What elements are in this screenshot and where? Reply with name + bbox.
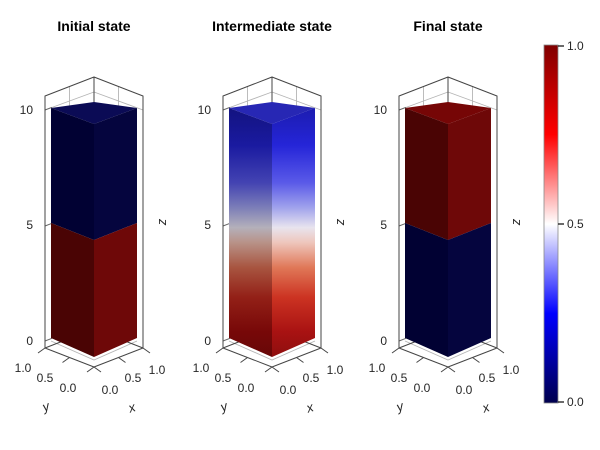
volume-top-face [51,102,137,124]
volume-top-face [229,102,315,124]
volume-upper-right-face [448,108,491,240]
panel-title: Intermediate state [212,18,332,34]
volume-lower-right-face [448,223,491,357]
volume-final [405,102,491,357]
panel-final-state: Final state [368,18,524,417]
colorbar-tick-label-bottom: 0.0 [567,395,584,409]
volume-upper-left-face [51,108,94,240]
panel-intermediate-state: Intermediate state [192,18,348,417]
volume-lower-left-face [405,223,448,357]
colorbar-tick-label-mid: 0.5 [567,217,584,231]
volume-right-face [272,108,315,357]
volume-lower-right-face [94,223,137,357]
colorbar-gradient-bar [543,44,559,404]
panel-title: Initial state [57,18,130,34]
volume-upper-right-face [94,108,137,240]
volume-lower-left-face [51,223,94,357]
volume-intermediate [229,102,315,357]
panel-initial-state: Initial state [14,18,170,417]
volume-left-face [229,108,272,357]
volume-initial [51,102,137,357]
panel-title: Final state [413,18,482,34]
colorbar: 1.0 0.5 0.0 [543,39,584,409]
volume-upper-left-face [405,108,448,240]
volume-top-face [405,102,491,124]
colorbar-tick-marks [558,45,564,403]
colorbar-tick-label-top: 1.0 [567,39,584,53]
